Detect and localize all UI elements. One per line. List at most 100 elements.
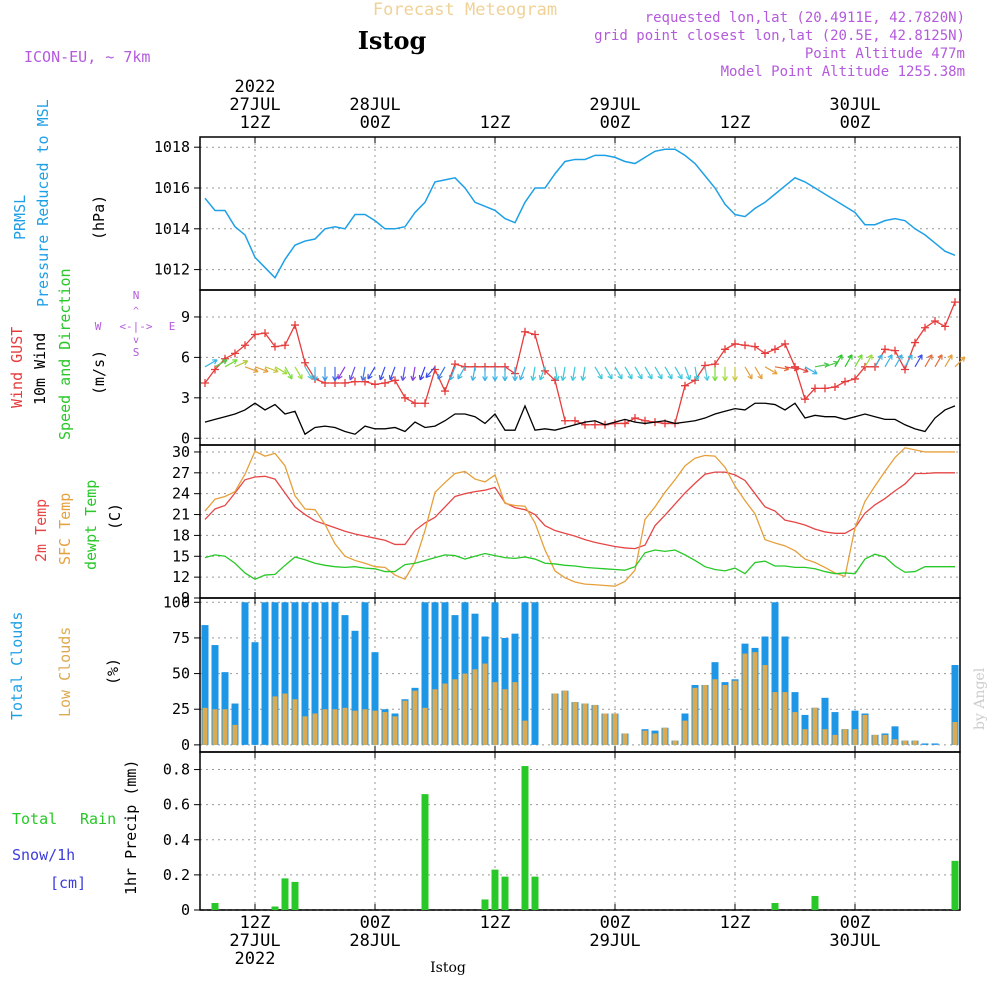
low-cloud-bar (412, 690, 418, 745)
total-cloud-bar (361, 602, 369, 745)
wind-arrow (834, 354, 843, 368)
wind-arrow (482, 366, 488, 382)
bottom-hour-label: 12Z (480, 913, 511, 933)
y-tick-label: 30 (172, 443, 190, 461)
low-cloud-bar (682, 720, 688, 745)
station-title: Istog (358, 26, 427, 55)
gust-marker (941, 322, 949, 331)
gust-marker (931, 317, 939, 325)
footer-station: Istog (430, 960, 466, 976)
low-cloud-bar (472, 669, 478, 745)
svg-text:v: v (133, 335, 139, 346)
gust-marker (751, 342, 759, 351)
total-cloud-bar (221, 672, 229, 745)
y-tick-label: 50 (172, 665, 190, 683)
wind-arrow (425, 366, 436, 379)
total-cloud-bar (951, 665, 959, 745)
svg-text:N: N (133, 289, 140, 302)
low-cloud-bar (222, 709, 228, 745)
y-tick-label: 0 (181, 736, 190, 754)
panel-cloud: 0 25 50 75 100 (163, 593, 961, 754)
wind-arrow (934, 354, 943, 368)
low-cloud-bar (862, 714, 868, 745)
gust-marker (911, 338, 919, 347)
wind-arrow (744, 366, 753, 380)
wind-arrow (754, 366, 763, 380)
panel-frame (199, 289, 961, 446)
gust-marker (391, 376, 399, 385)
low-cloud-bar (622, 733, 628, 745)
low-cloud-bar (782, 692, 788, 745)
point-altitude: Point Altitude 477m (805, 46, 965, 62)
low-cloud-bar (842, 729, 848, 745)
gust-marker (261, 329, 269, 338)
low-cloud-bar (642, 730, 648, 745)
bottom-date-label: 29JUL (589, 931, 640, 951)
low-cloud-bar (322, 709, 328, 745)
low-cloud-bar (762, 665, 768, 745)
low-clouds-label: Low Clouds (56, 627, 74, 717)
panel-wind: 0 3 6 9 (181, 289, 966, 447)
bottom-hour-label: 12Z (720, 913, 751, 933)
svg-text:S: S (133, 346, 140, 359)
pressure-unit: (hPa) (90, 195, 108, 240)
total-cloud-bar (211, 645, 219, 745)
wind-arrow (804, 366, 818, 375)
total-cloud-bar (201, 625, 209, 745)
y-tick-label: 0.8 (163, 761, 190, 779)
gust-label: Wind GUST (8, 327, 26, 408)
low-cloud-bar (482, 663, 488, 745)
cloud-labels: Total Clouds Low Clouds (%) (8, 612, 122, 720)
wind-arrow (664, 366, 673, 380)
total-cloud-bar (251, 642, 259, 745)
wind-arrow (284, 366, 293, 380)
wind-arrow (437, 366, 446, 380)
top-hour-label: 00Z (600, 113, 631, 133)
wind-arrow (418, 366, 426, 381)
low-cloud-bar (502, 689, 508, 745)
wind-arrow (894, 354, 903, 368)
wind-arrow (367, 366, 376, 380)
wind-arrow (530, 366, 537, 381)
precip-labels: Total Rain Snow/1h [cm] 1hr Precip (mm) (12, 760, 140, 895)
gust-marker (741, 341, 749, 350)
total-cloud-bar (261, 602, 269, 745)
wind-arrow (518, 366, 526, 381)
wind-arrow (274, 366, 288, 375)
total-clouds-label: Total Clouds (8, 612, 26, 720)
rain-bar (281, 878, 289, 910)
total-cloud-bar (311, 602, 319, 745)
gust-marker (411, 399, 419, 408)
gust-marker (461, 362, 469, 371)
wind-arrow (322, 366, 328, 382)
total-cloud-bar (351, 630, 359, 745)
total-label: Total (12, 810, 57, 828)
gust-marker (251, 330, 259, 339)
total-cloud-bar (241, 602, 249, 745)
gust-marker (901, 365, 909, 374)
wind-arrow (712, 366, 718, 382)
wind-arrow (854, 354, 863, 368)
wind-arrow (794, 366, 809, 373)
wind-arrow (332, 366, 338, 382)
y-tick-label: 15 (172, 547, 190, 565)
low-cloud-bar (212, 709, 218, 745)
low-cloud-bar (402, 700, 408, 745)
gust-marker (231, 349, 239, 358)
wind-arrow (470, 366, 477, 381)
low-cloud-bar (832, 734, 838, 745)
y-tick-label: 100 (163, 593, 190, 611)
pressure-label: Pressure Reduced to MSL (34, 99, 52, 307)
svg-text:E: E (169, 320, 176, 333)
wind-arrow (348, 366, 356, 381)
total-cloud-bar (371, 652, 379, 745)
gust-marker (301, 358, 309, 367)
low-cloud-bar (902, 740, 908, 745)
bottom-hour-label: 00Z (600, 913, 631, 933)
dewpt-line (204, 549, 955, 580)
gust-marker (721, 345, 729, 354)
gust-marker (421, 399, 429, 408)
low-cloud-bar (452, 679, 458, 745)
wind-labels: Wind GUST 10m Wind Speed and Direction (… (8, 268, 175, 440)
